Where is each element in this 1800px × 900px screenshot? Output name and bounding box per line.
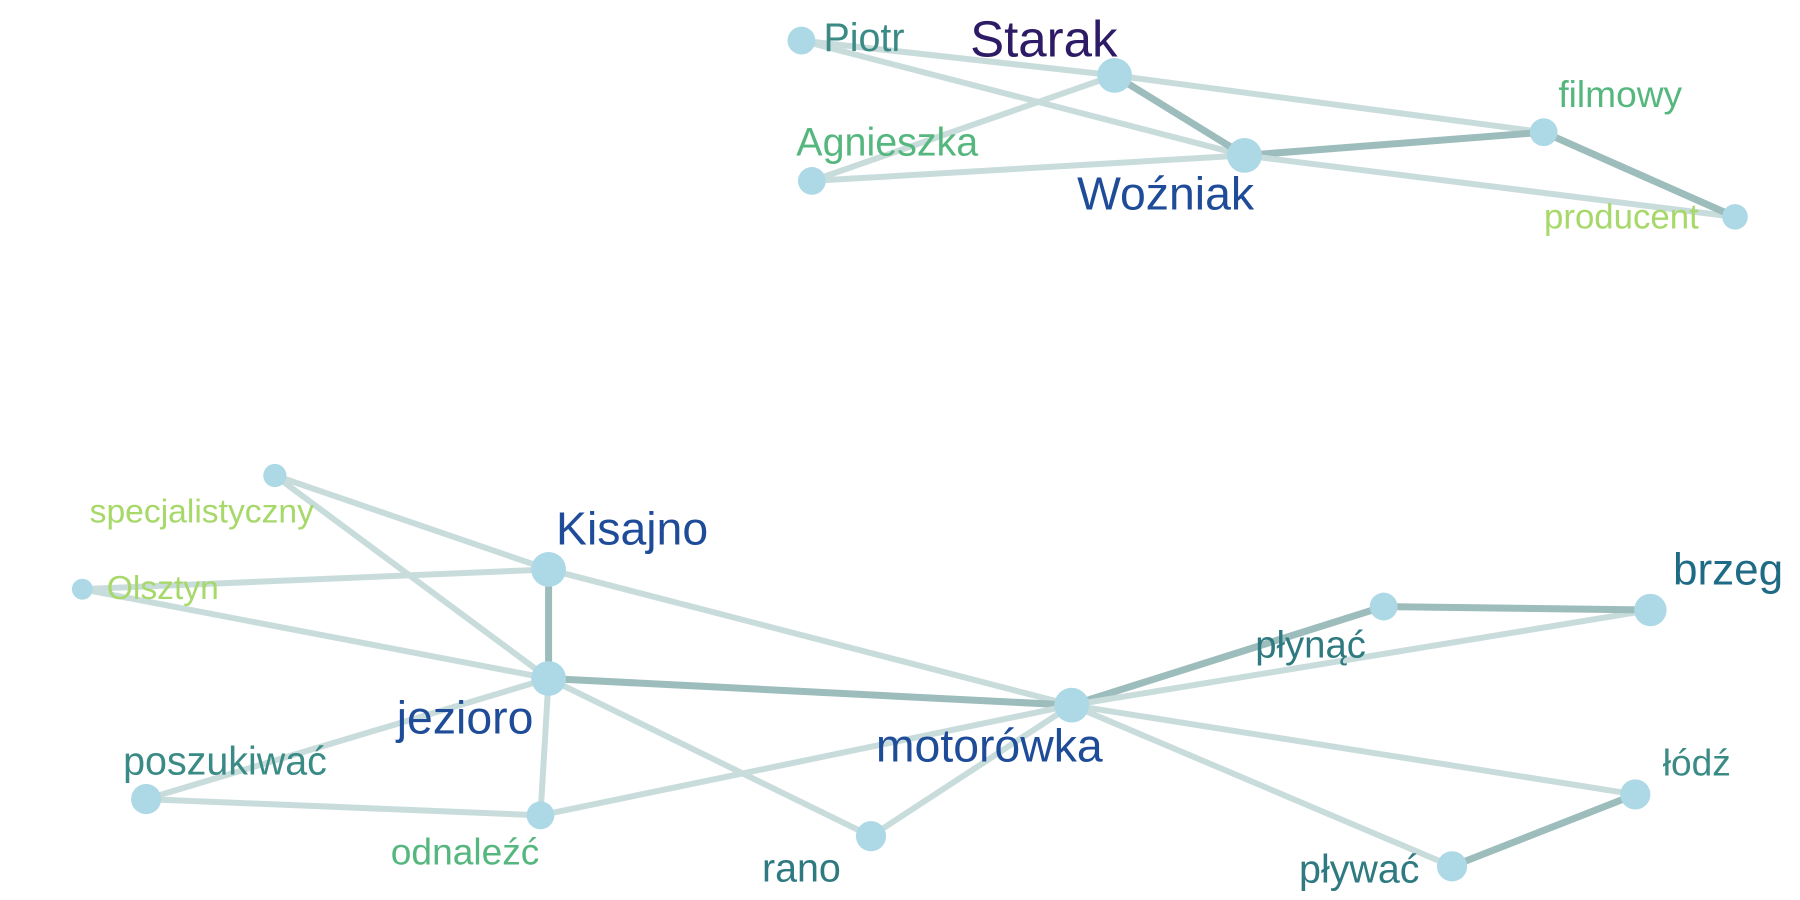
- edge-Agnieszka-Wozniak: [808, 152, 1248, 184]
- node-label-odnalezc: odnaleźć: [391, 831, 540, 873]
- node-Agnieszka: [797, 167, 826, 195]
- node-plywac: [1436, 851, 1468, 882]
- edge-Piotr-Wozniak: [798, 37, 1248, 159]
- edge-Piotr-Starak: [798, 37, 1118, 79]
- node-producent: [1722, 204, 1748, 230]
- edge-Olsztyn-jezioro: [79, 586, 552, 682]
- labels-layer: Piotr Starak Agnieszka Woźniak filmowy produc…: [90, 10, 1784, 891]
- edge-jezioro-poszukiwac: [143, 675, 552, 803]
- node-label-brzeg: brzeg: [1673, 546, 1783, 595]
- node-Starak: [1097, 57, 1132, 93]
- edge-Starak-filmowy: [1111, 72, 1547, 136]
- edge-motorowka-lodz: [1068, 702, 1639, 798]
- node-label-producent: producent: [1544, 198, 1699, 236]
- node-plynac: [1369, 592, 1398, 621]
- node-label-poszukiwac: poszukiwać: [123, 740, 327, 784]
- edge-motorowka-plywac: [1068, 702, 1456, 870]
- node-lodz: [1620, 779, 1651, 810]
- node-label-rano: rano: [762, 846, 841, 890]
- node-label-Agnieszka: Agnieszka: [796, 120, 978, 164]
- node-label-Wozniak: Woźniak: [1077, 167, 1255, 219]
- node-label-plywac: pływać: [1299, 848, 1420, 892]
- edge-jezioro-motorowka: [545, 674, 1076, 709]
- edge-odnalezc-motorowka: [537, 702, 1075, 819]
- node-label-plynac: płynąć: [1255, 623, 1366, 666]
- edge-Wozniak-producent: [1241, 152, 1739, 220]
- edge-Starak-Wozniak: [1111, 71, 1248, 159]
- edge-Olsztyn-Kisajno: [79, 566, 552, 593]
- node-label-Kisajno: Kisajno: [556, 503, 708, 555]
- node-label-filmowy: filmowy: [1558, 73, 1682, 115]
- edge-jezioro-rano: [545, 675, 875, 840]
- node-label-motorowka: motorówka: [876, 719, 1103, 771]
- edge-Wozniak-filmowy: [1240, 128, 1548, 159]
- node-Piotr: [787, 26, 816, 55]
- edge-rano-motorowka: [868, 702, 1075, 840]
- node-motorowka: [1054, 687, 1090, 723]
- node-label-specjalistyczny: specjalistyczny: [90, 494, 314, 531]
- node-Olsztyn: [71, 578, 93, 600]
- edges-layer: [79, 37, 1739, 870]
- node-Kisajno: [531, 552, 566, 587]
- nodes-layer: [71, 26, 1748, 882]
- edge-Kisajno-motorowka: [545, 566, 1075, 709]
- node-label-Starak: Starak: [970, 10, 1118, 67]
- node-label-lodz: łódź: [1663, 741, 1731, 783]
- edge-Starak-Agnieszka: [808, 72, 1118, 184]
- node-label-jezioro: jezioro: [395, 692, 534, 744]
- edge-filmowy-producent: [1540, 128, 1739, 221]
- edge-motorowka-plynac: [1068, 603, 1388, 709]
- node-poszukiwac: [131, 784, 162, 815]
- edge-motorowka-brzeg: [1068, 607, 1654, 709]
- node-n_spec: [263, 463, 287, 488]
- edge-plynac-brzeg: [1380, 603, 1654, 614]
- edge-plywac-lodz: [1448, 790, 1639, 870]
- edge-jezioro-odnalezc: [537, 675, 552, 819]
- node-jezioro: [531, 661, 566, 696]
- edge-n_spec-Kisajno: [271, 472, 552, 573]
- node-label-Olsztyn: Olsztyn: [107, 570, 219, 607]
- node-label-Piotr: Piotr: [823, 16, 904, 60]
- node-brzeg: [1634, 593, 1667, 627]
- node-Wozniak: [1227, 138, 1262, 173]
- node-odnalezc: [526, 801, 555, 830]
- edge-poszukiwac-odnalezc: [143, 796, 544, 819]
- node-rano: [855, 821, 887, 852]
- node-filmowy: [1529, 118, 1558, 147]
